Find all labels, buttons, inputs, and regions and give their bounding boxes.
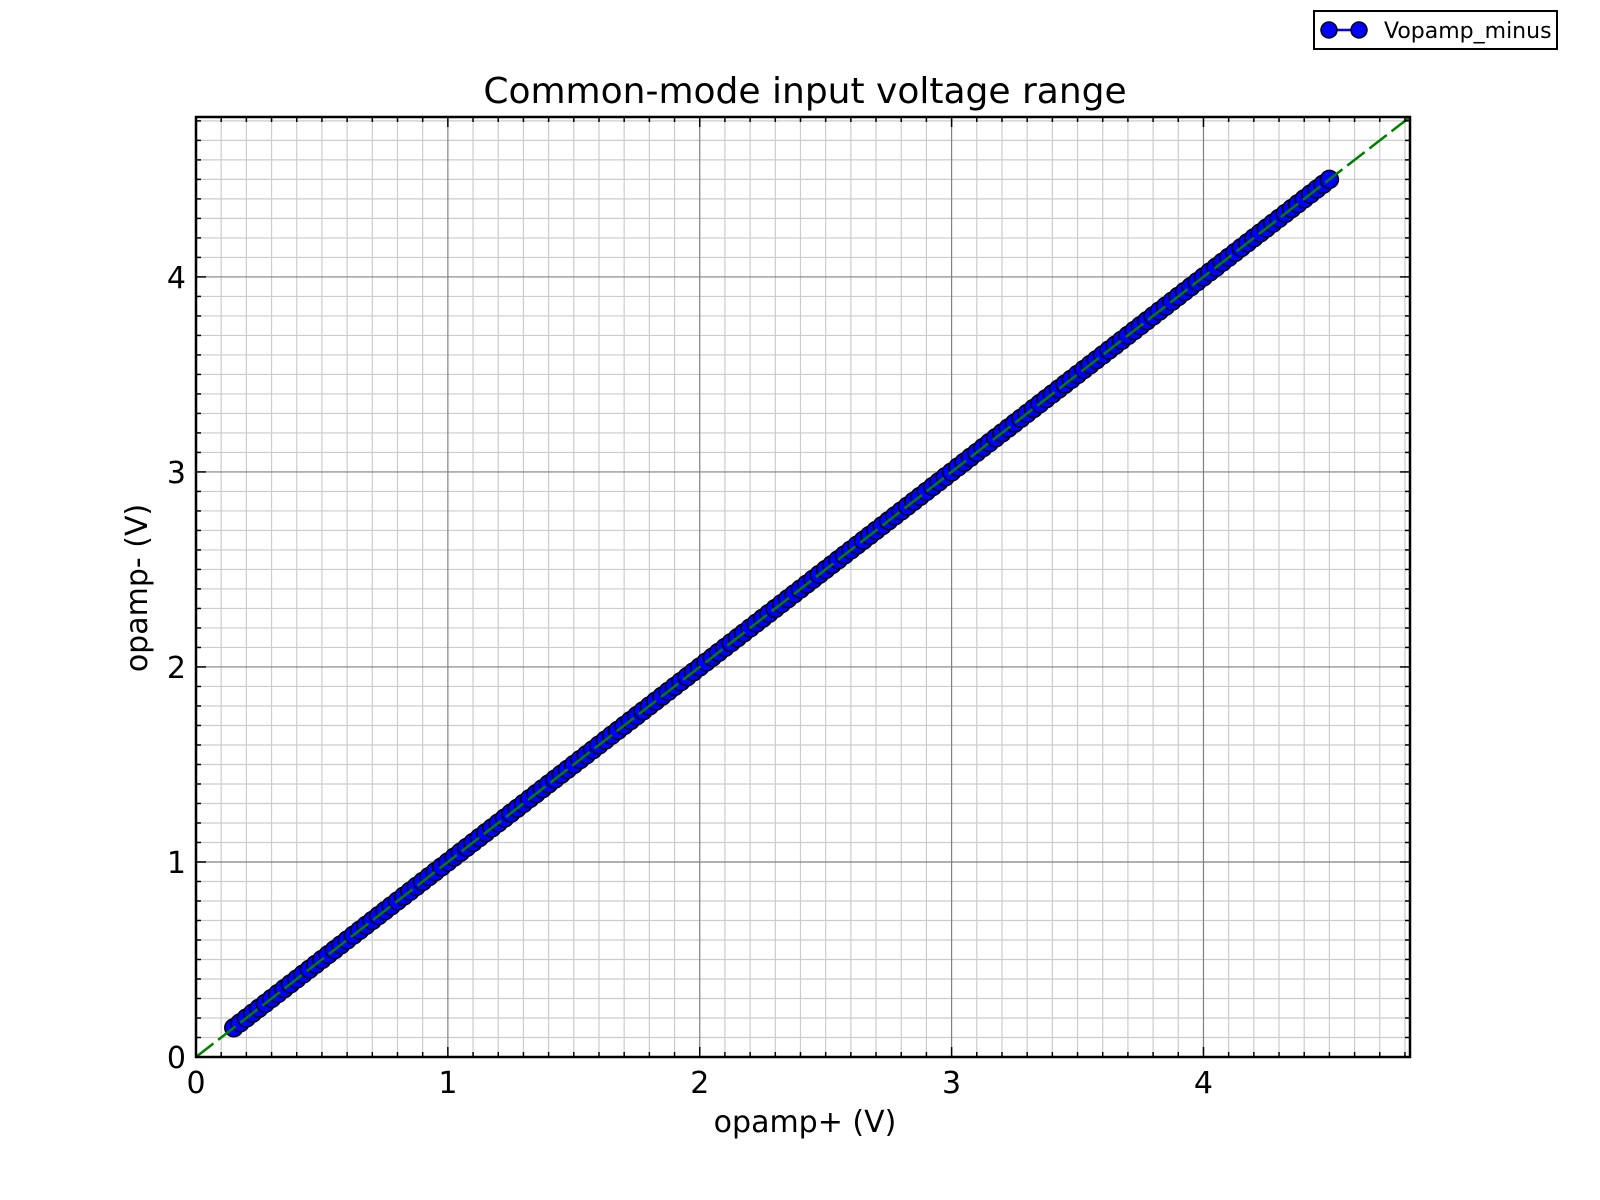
legend-marker-right [1350, 21, 1368, 39]
y-tick-labels: 0 1 2 3 4 [167, 261, 186, 1076]
legend-marker-left [1320, 21, 1338, 39]
x-tick-labels: 0 1 2 3 4 [186, 1066, 1213, 1101]
reference-line [195, 116, 1411, 1058]
major-grid [196, 117, 1410, 1057]
y-tick-label: 1 [167, 846, 186, 881]
x-tick-label: 3 [942, 1066, 961, 1101]
y-tick-label: 0 [167, 1041, 186, 1076]
series-layer [195, 116, 1411, 1058]
x-tick-label: 1 [438, 1066, 457, 1101]
y-tick-label: 3 [167, 456, 186, 491]
chart-title: Common-mode input voltage range [483, 71, 1126, 112]
x-tick-label: 0 [186, 1066, 205, 1101]
x-tick-label: 2 [690, 1066, 709, 1101]
y-tick-label: 2 [167, 651, 186, 686]
minor-grid [196, 117, 1410, 1057]
legend-label: Vopamp_minus [1384, 19, 1552, 44]
x-tick-label: 4 [1194, 1066, 1213, 1101]
legend: Vopamp_minus [1313, 10, 1558, 50]
y-axis-label: opamp- (V) [120, 504, 155, 672]
x-axis-label: opamp+ (V) [714, 1105, 897, 1140]
ticks-layer [195, 117, 1410, 1058]
plot-frame [194, 115, 1412, 1059]
y-tick-label: 4 [167, 261, 186, 296]
